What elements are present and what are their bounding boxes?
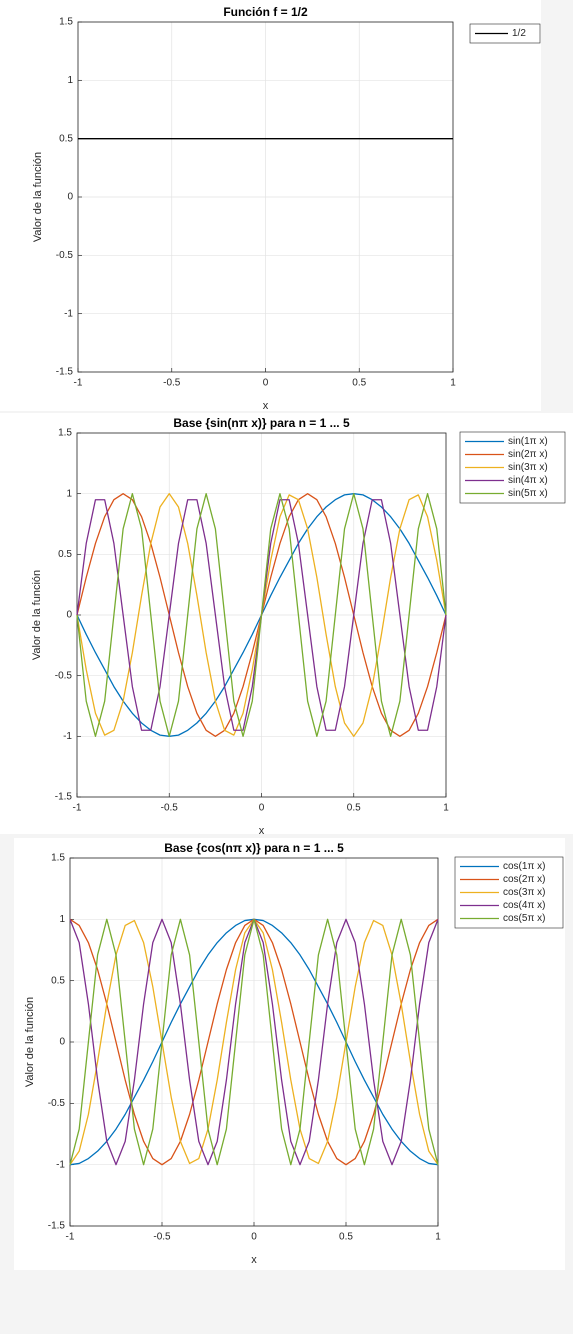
y-tick-label: -0.5 bbox=[55, 670, 73, 681]
legend-label: sin(2π x) bbox=[508, 449, 548, 460]
y-tick-label: 1 bbox=[66, 488, 72, 499]
x-tick-label: -1 bbox=[66, 1232, 75, 1243]
legend-label: sin(1π x) bbox=[508, 436, 548, 447]
y-tick-label: 0.5 bbox=[51, 975, 65, 986]
legend-label: 1/2 bbox=[512, 28, 526, 39]
y-tick-label: -1.5 bbox=[48, 1221, 66, 1232]
x-axis-label: x bbox=[251, 1254, 257, 1266]
y-tick-label: -0.5 bbox=[56, 250, 74, 261]
chart-title: Base {cos(nπ x)} para n = 1 ... 5 bbox=[164, 841, 344, 855]
axes-box bbox=[69, 857, 439, 1227]
x-tick-label: -1 bbox=[73, 803, 82, 814]
y-tick-label: 1.5 bbox=[59, 17, 73, 28]
x-tick-label: 0 bbox=[251, 1232, 257, 1243]
series-line bbox=[69, 918, 439, 1166]
y-tick-label: -1 bbox=[56, 1159, 65, 1170]
axes-box bbox=[77, 21, 454, 373]
x-tick-label: 1 bbox=[435, 1232, 441, 1243]
legend-label: cos(1π x) bbox=[503, 861, 545, 872]
y-tick-label: -1 bbox=[64, 308, 73, 319]
y-tick-label: -1 bbox=[63, 731, 72, 742]
x-axis-label: x bbox=[263, 400, 269, 412]
y-tick-label: -1.5 bbox=[56, 367, 74, 378]
legend-label: sin(5π x) bbox=[508, 488, 548, 499]
x-tick-label: 0 bbox=[263, 378, 269, 389]
legend-label: cos(2π x) bbox=[503, 874, 545, 885]
x-tick-label: 0.5 bbox=[339, 1232, 353, 1243]
legend-label: sin(3π x) bbox=[508, 462, 548, 473]
y-tick-label: 1.5 bbox=[58, 428, 72, 439]
x-tick-label: 0 bbox=[259, 803, 265, 814]
x-tick-label: 0.5 bbox=[352, 378, 366, 389]
x-axis-label: x bbox=[259, 825, 265, 837]
x-tick-label: -0.5 bbox=[161, 803, 179, 814]
x-tick-label: 1 bbox=[450, 378, 456, 389]
legend-label: cos(5π x) bbox=[503, 913, 545, 924]
y-tick-label: 0.5 bbox=[59, 133, 73, 144]
y-tick-label: -1.5 bbox=[55, 792, 73, 803]
y-tick-label: 0.5 bbox=[58, 549, 72, 560]
x-tick-label: -0.5 bbox=[163, 378, 181, 389]
y-tick-label: 0 bbox=[66, 610, 72, 621]
x-tick-label: -0.5 bbox=[153, 1232, 171, 1243]
y-axis-label: Valor de la función bbox=[24, 997, 36, 1087]
y-tick-label: 1.5 bbox=[51, 853, 65, 864]
chart-title: Función f = 1/2 bbox=[223, 5, 308, 19]
y-tick-label: 0 bbox=[59, 1037, 65, 1048]
y-tick-label: 1 bbox=[59, 914, 65, 925]
x-tick-label: 1 bbox=[443, 803, 449, 814]
y-axis-label: Valor de la función bbox=[31, 570, 43, 660]
x-tick-label: 0.5 bbox=[347, 803, 361, 814]
y-tick-label: 1 bbox=[67, 75, 73, 86]
legend-label: sin(4π x) bbox=[508, 475, 548, 486]
x-tick-label: -1 bbox=[74, 378, 83, 389]
legend-label: cos(3π x) bbox=[503, 887, 545, 898]
legend-label: cos(4π x) bbox=[503, 900, 545, 911]
y-tick-label: -0.5 bbox=[48, 1098, 66, 1109]
y-tick-label: 0 bbox=[67, 192, 73, 203]
chart-title: Base {sin(nπ x)} para n = 1 ... 5 bbox=[173, 416, 350, 430]
y-axis-label: Valor de la función bbox=[32, 152, 44, 242]
series-line bbox=[76, 493, 447, 737]
